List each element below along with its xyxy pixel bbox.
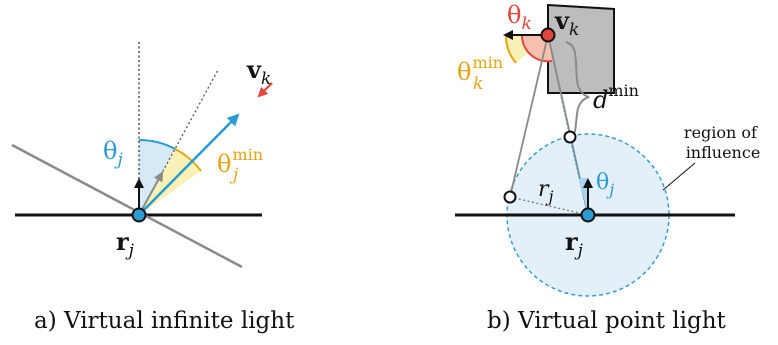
label-vk-b: vk [554, 6, 579, 40]
theta-min-arc [174, 148, 202, 172]
theta-k-arc [520, 34, 553, 63]
label-rj-small: rj [538, 177, 554, 206]
theta-j-arc [138, 138, 176, 150]
label-theta-j-b: θj [596, 170, 614, 199]
label-region-of-influence: region of influence [684, 123, 762, 162]
red-arrow-a [257, 82, 273, 98]
label-rj-b: rj [565, 227, 584, 261]
label-theta-k: θk [507, 1, 532, 34]
vertex-rj-a [131, 207, 147, 223]
label-dmin: dmin [593, 81, 639, 114]
dmin-brace [565, 41, 590, 135]
vertex-vk [540, 27, 556, 43]
corner-point [503, 190, 517, 204]
blue-arrow-a [138, 113, 240, 216]
label-theta-min-a: θmin j [217, 145, 263, 185]
line-vk-to-corner [509, 34, 549, 198]
region-leader-line [662, 162, 696, 191]
label-theta-j-a: θj [103, 137, 123, 170]
caption-a: a) Virtual infinite light [34, 308, 295, 334]
gray-arrow [138, 171, 163, 216]
label-rj-a: rj [116, 227, 135, 261]
tilted-plane-line [11, 143, 243, 269]
caption-b: b) Virtual point light [487, 308, 727, 334]
label-vk-a: vk [246, 55, 271, 89]
label-theta-k-min: θmin k [457, 53, 503, 94]
closest-point [563, 130, 577, 144]
emitter-box [547, 3, 615, 94]
vertex-rj-b [580, 207, 596, 223]
panel-a: θj vk θmin j rj a) Virtual infinite light [11, 42, 295, 334]
panel-b: θk vk θmin k dmin region of influence θj … [455, 1, 762, 334]
